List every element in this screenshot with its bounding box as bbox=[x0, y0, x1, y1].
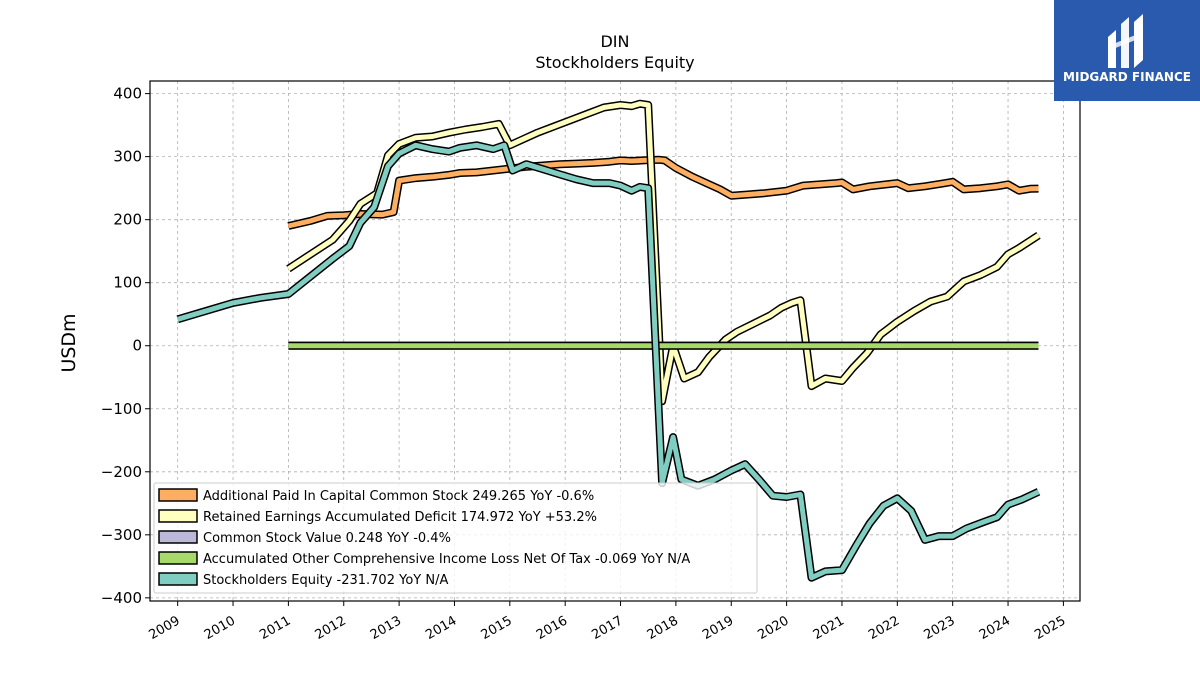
series-line-0 bbox=[287, 157, 1039, 229]
y-tick-label: 100 bbox=[113, 274, 142, 292]
x-tick-label: 2009 bbox=[147, 613, 183, 643]
x-tick-label: 2019 bbox=[700, 613, 736, 643]
logo-text: MIDGARD FINANCE bbox=[1063, 70, 1191, 84]
legend-swatch bbox=[158, 509, 198, 523]
x-tick-label: 2012 bbox=[313, 613, 349, 643]
legend-swatch bbox=[158, 551, 198, 565]
logo-mark-icon bbox=[1108, 14, 1143, 68]
legend-label: Accumulated Other Comprehensive Income L… bbox=[203, 552, 690, 567]
y-tick-label: −400 bbox=[101, 589, 142, 607]
x-tick-label: 2016 bbox=[534, 613, 570, 643]
legend: Additional Paid In Capital Common Stock … bbox=[153, 482, 758, 594]
y-tick-label: 200 bbox=[113, 211, 142, 229]
y-tick-label: −300 bbox=[101, 526, 142, 544]
y-axis: 400 300 200 100 0 −100 −200 −300 −400 bbox=[101, 85, 150, 607]
x-tick-label: 2014 bbox=[423, 613, 459, 643]
y-tick-label: 0 bbox=[132, 337, 142, 355]
y-tick-label: −200 bbox=[101, 463, 142, 481]
x-tick-label: 2025 bbox=[1032, 613, 1068, 643]
series-line-1 bbox=[287, 101, 1040, 404]
legend-swatch bbox=[158, 572, 198, 586]
chart-title: DIN bbox=[600, 32, 629, 51]
x-tick-label: 2013 bbox=[368, 613, 404, 643]
x-tick-label: 2023 bbox=[922, 613, 958, 643]
legend-label: Additional Paid In Capital Common Stock … bbox=[203, 489, 594, 504]
x-axis: 2009 2010 2011 2012 2013 2014 2015 2016 2017 2018… bbox=[147, 601, 1068, 643]
x-tick-label: 2015 bbox=[479, 613, 515, 643]
series-outline-0 bbox=[287, 155, 1039, 230]
legend-label: Common Stock Value 0.248 YoY -0.4% bbox=[203, 531, 451, 546]
y-tick-label: −100 bbox=[101, 400, 142, 418]
y-tick-label: 300 bbox=[113, 148, 142, 166]
series-line-4 bbox=[176, 142, 1040, 581]
logo: MIDGARD FINANCE bbox=[1054, 0, 1200, 101]
x-tick-label: 2021 bbox=[811, 613, 847, 643]
x-tick-label: 2011 bbox=[257, 613, 293, 643]
x-tick-label: 2010 bbox=[202, 613, 238, 643]
x-tick-label: 2020 bbox=[755, 613, 791, 643]
legend-swatch bbox=[158, 488, 198, 502]
legend-swatch bbox=[158, 530, 198, 544]
y-tick-label: 400 bbox=[113, 85, 142, 103]
x-tick-label: 2017 bbox=[589, 613, 625, 643]
x-tick-label: 2018 bbox=[645, 613, 681, 643]
legend-box bbox=[153, 482, 758, 594]
plot-frame bbox=[149, 80, 1081, 602]
x-tick-label: 2024 bbox=[977, 613, 1013, 643]
x-tick-label: 2022 bbox=[866, 613, 902, 643]
y-axis-label: USDm bbox=[58, 313, 80, 372]
legend-label: Retained Earnings Accumulated Deficit 17… bbox=[203, 510, 597, 525]
chart-subtitle: Stockholders Equity bbox=[535, 53, 694, 72]
legend-label: Stockholders Equity -231.702 YoY N/A bbox=[203, 573, 448, 588]
series-layer bbox=[176, 99, 1041, 582]
